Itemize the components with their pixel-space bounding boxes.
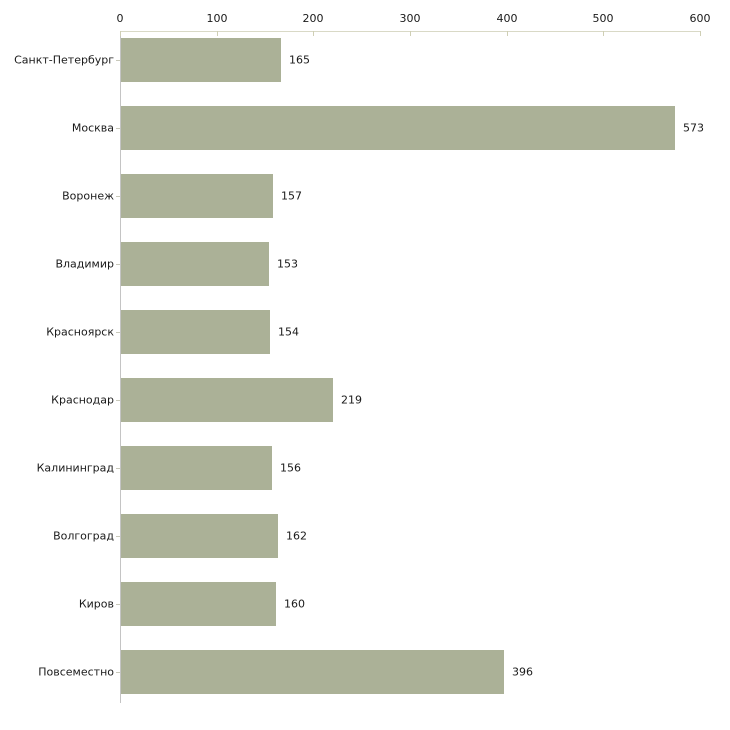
category-label: Владимир: [55, 257, 114, 271]
x-axis-tick: [603, 31, 604, 36]
category-axis-tick: [116, 672, 120, 673]
value-label: 162: [286, 529, 307, 543]
x-axis-tick: [313, 31, 314, 36]
bar: [121, 582, 276, 626]
x-axis-tick-label: 300: [399, 12, 421, 25]
x-axis-tick-label: 100: [206, 12, 228, 25]
category-label: Воронеж: [62, 189, 114, 203]
category-axis-tick: [116, 264, 120, 265]
bar: [121, 514, 278, 558]
x-axis-tick: [700, 31, 701, 36]
bar: [121, 650, 504, 694]
x-axis-tick-label: 0: [116, 12, 124, 25]
value-label: 160: [284, 597, 305, 611]
bar: [121, 106, 675, 150]
bar: [121, 310, 270, 354]
value-label: 153: [277, 257, 298, 271]
category-label: Москва: [71, 121, 114, 135]
x-axis-tick: [410, 31, 411, 36]
category-axis-tick: [116, 400, 120, 401]
category-label: Калининград: [36, 461, 114, 475]
category-label: Повсеместно: [38, 665, 114, 679]
x-axis-tick: [217, 31, 218, 36]
bar: [121, 38, 281, 82]
category-label: Красноярск: [46, 325, 114, 339]
value-label: 156: [280, 461, 301, 475]
category-axis-tick: [116, 60, 120, 61]
bar: [121, 242, 269, 286]
category-label: Киров: [78, 597, 114, 611]
bar: [121, 174, 273, 218]
value-label: 165: [289, 53, 310, 67]
value-label: 154: [278, 325, 299, 339]
value-label: 157: [281, 189, 302, 203]
value-label: 396: [512, 665, 533, 679]
x-axis-tick-label: 200: [302, 12, 324, 25]
bar: [121, 446, 272, 490]
category-label: Санкт-Петербург: [14, 53, 114, 67]
x-axis-tick: [507, 31, 508, 36]
x-axis-tick-label: 400: [496, 12, 518, 25]
x-axis-tick-label: 500: [592, 12, 614, 25]
x-axis-tick: [120, 31, 121, 36]
category-axis-tick: [116, 468, 120, 469]
bar: [121, 378, 333, 422]
category-axis-tick: [116, 332, 120, 333]
value-label: 219: [341, 393, 362, 407]
x-axis-tick-label: 600: [689, 12, 711, 25]
category-label: Волгоград: [53, 529, 114, 543]
category-label: Краснодар: [51, 393, 114, 407]
category-axis-tick: [116, 604, 120, 605]
category-axis-tick: [116, 196, 120, 197]
y-axis-line: [120, 31, 121, 703]
value-label: 573: [683, 121, 704, 135]
category-axis-tick: [116, 128, 120, 129]
category-axis-tick: [116, 536, 120, 537]
